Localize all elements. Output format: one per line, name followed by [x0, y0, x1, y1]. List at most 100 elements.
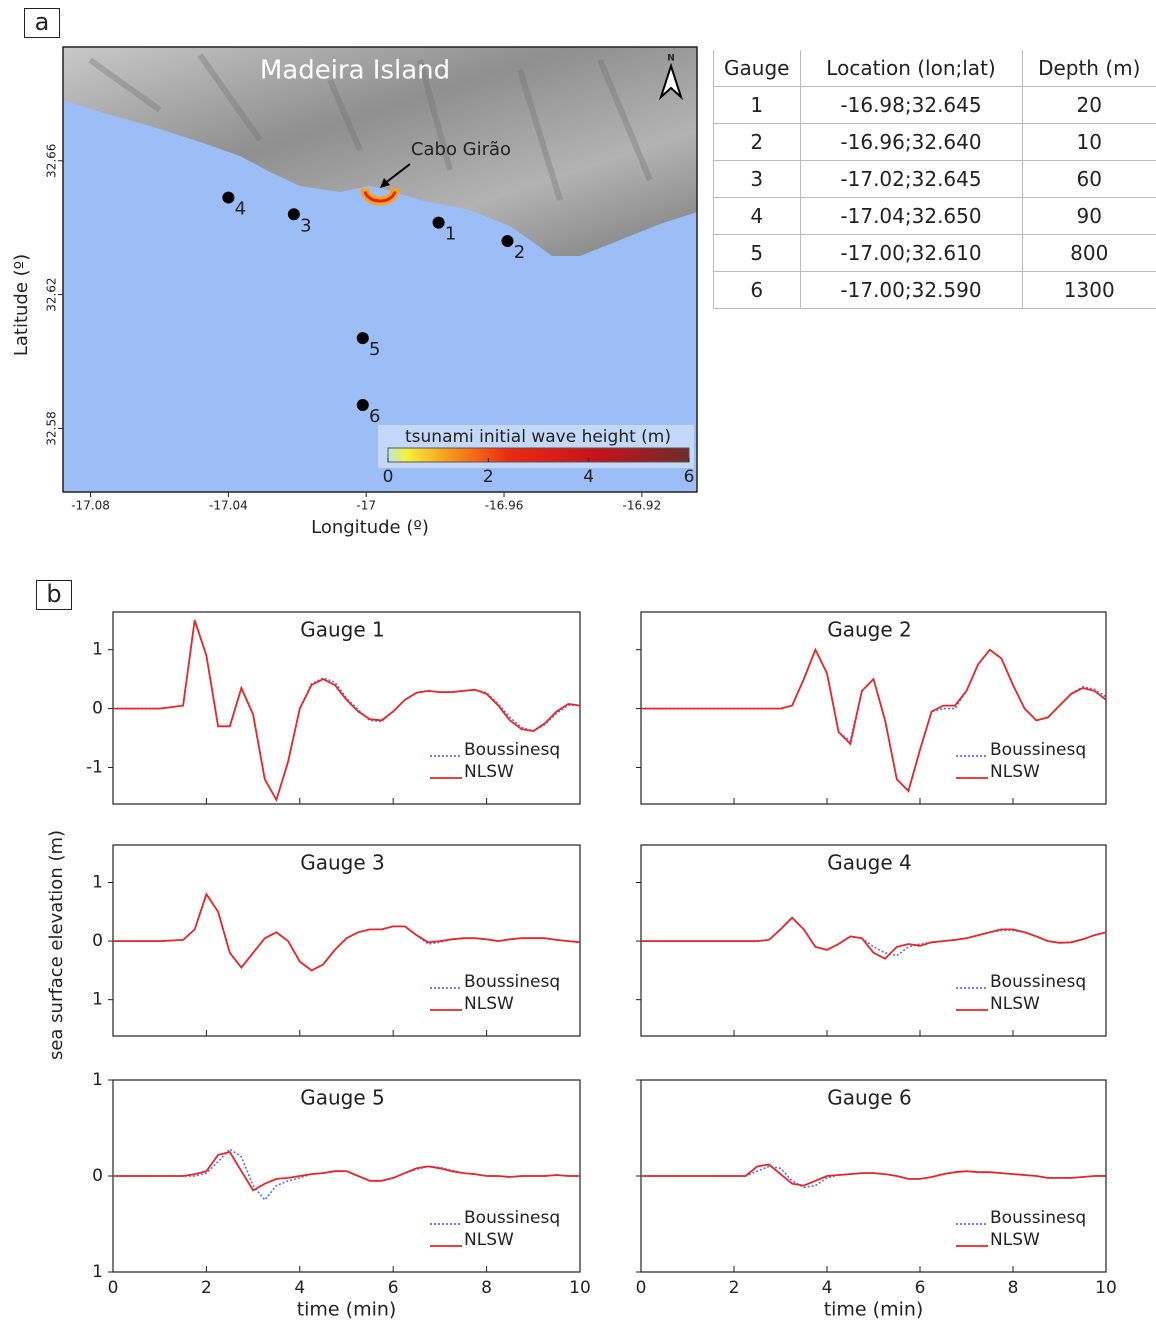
- colorbar-tick-label: 0: [383, 467, 394, 487]
- x-tick-label: 2: [729, 1278, 740, 1298]
- table-cell: 60: [1022, 161, 1156, 198]
- x-tick-label: -17.04: [209, 499, 248, 513]
- colorbar-tick-label: 2: [483, 467, 494, 487]
- gauge-label: 1: [445, 224, 456, 245]
- x-tick-label: 4: [822, 1278, 833, 1298]
- y-axis-label: sea surface elevation (m): [46, 830, 67, 1060]
- chart-title: Gauge 4: [827, 851, 912, 875]
- table-row: 4-17.04;32.65090: [714, 198, 1156, 235]
- series-line: [113, 894, 580, 970]
- series-line: [641, 1165, 1106, 1186]
- y-tick-label: 32.62: [45, 277, 59, 311]
- x-tick-label: 10: [1095, 1278, 1117, 1298]
- legend-label: NLSW: [464, 762, 514, 782]
- series-line: [641, 918, 1106, 959]
- table-cell: 3: [714, 161, 801, 198]
- table-cell: Gauge: [714, 50, 801, 87]
- legend-label: Boussinesq: [990, 972, 1086, 992]
- gauge-point: [357, 332, 369, 344]
- series-line: [113, 894, 580, 970]
- x-tick-label: 0: [108, 1278, 119, 1298]
- series-line: [113, 1152, 580, 1190]
- gauge-point: [222, 192, 234, 204]
- legend-label: NLSW: [990, 994, 1040, 1014]
- colorbar-tick-label: 6: [684, 467, 695, 487]
- x-axis-label: time (min): [297, 1299, 397, 1321]
- panel-label: a: [24, 8, 60, 38]
- series-line: [641, 1166, 1106, 1187]
- legend-label: Boussinesq: [464, 1208, 560, 1228]
- table-cell: Depth (m): [1022, 50, 1156, 87]
- gauge-label: 2: [514, 242, 525, 263]
- north-label: N: [667, 54, 675, 64]
- table-cell: 90: [1022, 198, 1156, 235]
- x-tick-label: 8: [1008, 1278, 1019, 1298]
- map-title: Madeira Island: [260, 56, 450, 86]
- legend-label: NLSW: [990, 762, 1040, 782]
- legend-label: Boussinesq: [464, 740, 560, 760]
- x-tick-label: -16.96: [485, 499, 524, 513]
- colorbar: [388, 448, 689, 462]
- legend-label: NLSW: [464, 1230, 514, 1250]
- gauge-label: 6: [369, 406, 380, 427]
- gauge-label: 3: [300, 215, 311, 236]
- table-cell: 1300: [1022, 272, 1156, 309]
- x-tick-label: -16.92: [623, 499, 662, 513]
- table-row: GaugeLocation (lon;lat)Depth (m): [714, 50, 1156, 87]
- x-tick-label: 0: [636, 1278, 647, 1298]
- table-cell: 20: [1022, 87, 1156, 124]
- table-cell: 10: [1022, 124, 1156, 161]
- table-cell: 5: [714, 235, 801, 272]
- colorbar-tick-label: 4: [583, 467, 594, 487]
- y-tick-label: -1: [86, 757, 103, 777]
- chart-title: Gauge 1: [300, 618, 385, 642]
- gauge-point: [288, 208, 300, 220]
- gauge-point: [501, 235, 513, 247]
- table-cell: 800: [1022, 235, 1156, 272]
- x-tick-label: 6: [388, 1278, 399, 1298]
- table-cell: -17.04;32.650: [800, 198, 1022, 235]
- legend-label: Boussinesq: [990, 1208, 1086, 1228]
- table-cell: 4: [714, 198, 801, 235]
- y-tick-label: 1: [92, 1262, 103, 1282]
- y-tick-label: 1: [92, 1070, 103, 1090]
- table-cell: 6: [714, 272, 801, 309]
- x-tick-label: -17.08: [71, 499, 110, 513]
- table-cell: 1: [714, 87, 801, 124]
- x-axis-label: Longitude (º): [311, 517, 429, 538]
- table-cell: Location (lon;lat): [800, 50, 1022, 87]
- y-tick-label: 0: [92, 931, 103, 951]
- y-tick-label: 32.58: [45, 411, 59, 445]
- x-tick-label: 10: [569, 1278, 591, 1298]
- annotation: Cabo Girão: [411, 139, 511, 160]
- legend-label: NLSW: [464, 994, 514, 1014]
- colorbar-title: tsunami initial wave height (m): [405, 427, 671, 447]
- chart-title: Gauge 5: [300, 1086, 385, 1110]
- y-tick-label: 1: [92, 872, 103, 892]
- table-cell: -17.00;32.590: [800, 272, 1022, 309]
- chart-title: Gauge 3: [300, 851, 385, 875]
- y-tick-label: 1: [92, 990, 103, 1010]
- x-tick-label: 8: [481, 1278, 492, 1298]
- table-cell: -17.02;32.645: [800, 161, 1022, 198]
- y-tick-label: 32.66: [45, 144, 59, 178]
- panel-label: b: [36, 580, 72, 610]
- legend-label: Boussinesq: [464, 972, 560, 992]
- gauge-point: [357, 399, 369, 411]
- page: sea surface elevation (m) Madeira Island C…: [0, 0, 1156, 1324]
- table-cell: 2: [714, 124, 801, 161]
- y-tick-label: 0: [92, 1166, 103, 1186]
- gauge-point: [433, 217, 445, 229]
- y-tick-label: 0: [92, 699, 103, 719]
- table-cell: -17.00;32.610: [800, 235, 1022, 272]
- x-tick-label: 2: [201, 1278, 212, 1298]
- table-cell: -16.98;32.645: [800, 87, 1022, 124]
- chart-title: Gauge 2: [827, 618, 912, 642]
- series-line: [113, 1149, 580, 1200]
